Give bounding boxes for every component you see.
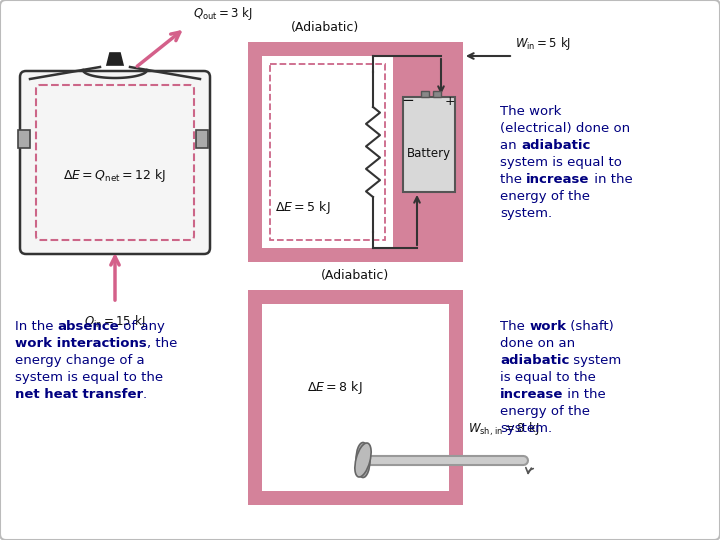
Text: done on an: done on an <box>500 337 575 350</box>
Bar <box>270 64 385 240</box>
Text: is equal to the: is equal to the <box>500 371 596 384</box>
Bar <box>403 97 455 192</box>
Text: In the: In the <box>15 320 58 333</box>
Text: $W_{\rm sh,\,in} = 8\ \rm kJ$: $W_{\rm sh,\,in} = 8\ \rm kJ$ <box>468 421 539 438</box>
Text: in the: in the <box>563 388 606 401</box>
Text: (electrical) done on: (electrical) done on <box>500 122 630 135</box>
Text: system.: system. <box>500 422 552 435</box>
Text: $W_{\rm in} = 5\ \rm kJ$: $W_{\rm in} = 5\ \rm kJ$ <box>515 35 571 52</box>
Text: (Adiabatic): (Adiabatic) <box>291 21 359 34</box>
Text: .: . <box>143 388 148 401</box>
Text: of any: of any <box>120 320 166 333</box>
Text: adiabatic: adiabatic <box>500 354 570 367</box>
Ellipse shape <box>355 443 371 477</box>
Bar <box>262 304 449 491</box>
Ellipse shape <box>356 442 370 477</box>
Text: $Q_{\rm out} = 3\ \rm kJ$: $Q_{\rm out} = 3\ \rm kJ$ <box>193 5 253 22</box>
Bar <box>262 56 393 248</box>
Text: system: system <box>570 354 621 367</box>
Bar <box>421 91 429 97</box>
Text: energy of the: energy of the <box>500 405 590 418</box>
Bar <box>248 290 463 505</box>
Text: the: the <box>500 173 526 186</box>
Text: work: work <box>529 320 566 333</box>
Text: in the: in the <box>590 173 632 186</box>
Text: system is equal to: system is equal to <box>500 156 622 169</box>
Text: $\Delta E = 5\ \rm kJ$: $\Delta E = 5\ \rm kJ$ <box>275 199 330 215</box>
Bar <box>18 130 30 148</box>
Text: , the: , the <box>147 337 177 350</box>
Text: $Q_{\rm in} = 15\ \rm kJ$: $Q_{\rm in} = 15\ \rm kJ$ <box>84 313 145 330</box>
Text: energy change of a: energy change of a <box>15 354 145 367</box>
Text: The: The <box>500 320 529 333</box>
Text: system is equal to the: system is equal to the <box>15 371 163 384</box>
Text: $\Delta E = Q_{\rm net} = 12\ \rm kJ$: $\Delta E = Q_{\rm net} = 12\ \rm kJ$ <box>63 167 166 185</box>
Text: work interactions: work interactions <box>15 337 147 350</box>
Bar <box>196 130 208 148</box>
Text: $\Delta E = 8\ \rm kJ$: $\Delta E = 8\ \rm kJ$ <box>307 379 363 395</box>
Text: an: an <box>500 139 521 152</box>
Bar <box>248 42 463 262</box>
Text: net heat transfer: net heat transfer <box>15 388 143 401</box>
Text: (shaft): (shaft) <box>566 320 614 333</box>
Text: (Adiabatic): (Adiabatic) <box>321 269 389 282</box>
Polygon shape <box>107 53 123 65</box>
Text: increase: increase <box>500 388 563 401</box>
Text: −: − <box>402 93 415 108</box>
Text: +: + <box>445 95 455 108</box>
Text: The work: The work <box>500 105 562 118</box>
Text: Battery: Battery <box>407 147 451 160</box>
FancyBboxPatch shape <box>20 71 210 254</box>
Text: system.: system. <box>500 207 552 220</box>
Text: increase: increase <box>526 173 590 186</box>
Text: absence: absence <box>58 320 120 333</box>
Text: adiabatic: adiabatic <box>521 139 590 152</box>
Text: energy of the: energy of the <box>500 190 590 203</box>
Bar <box>433 91 441 97</box>
